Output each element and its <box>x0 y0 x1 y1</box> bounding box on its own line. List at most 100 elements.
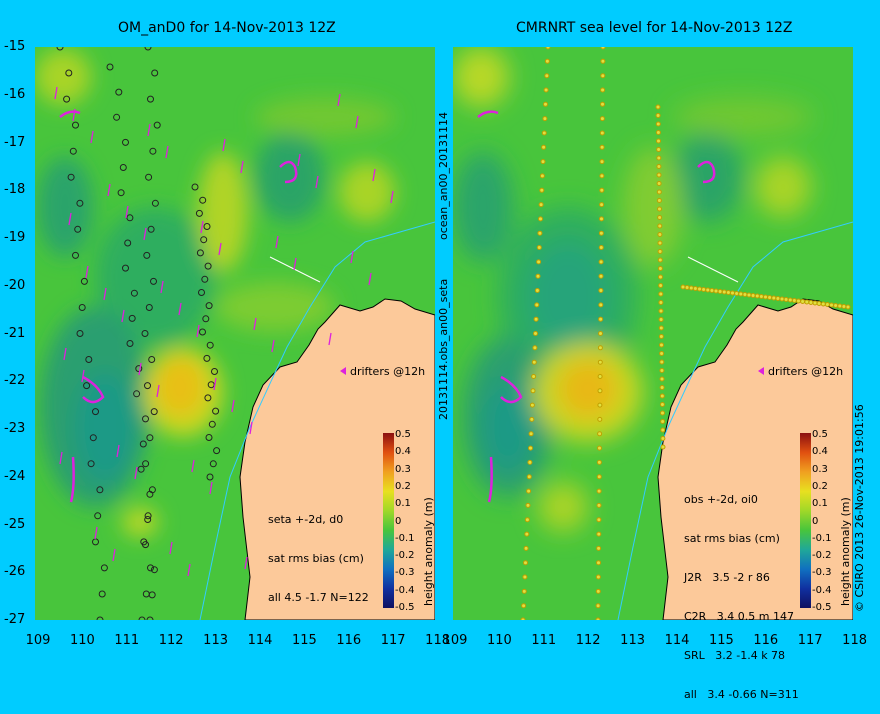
obs-dot <box>598 432 602 436</box>
obs-dot <box>544 102 548 106</box>
obs-dot <box>529 446 533 450</box>
colorbar-tick: -0.1 <box>395 533 415 544</box>
obs-dot <box>658 258 662 262</box>
obs-dot <box>535 289 539 293</box>
obs-dot <box>598 346 602 350</box>
obs-dot <box>596 589 600 593</box>
obs-dot <box>601 74 605 78</box>
obs-dot <box>659 318 663 322</box>
obs-dot <box>598 375 602 379</box>
obs-dot <box>660 394 664 398</box>
obs-dot <box>659 275 663 279</box>
obs-dot <box>539 203 543 207</box>
obs-dot <box>541 160 545 164</box>
colorbar-tick: -0.4 <box>395 585 415 596</box>
obs-dot <box>714 289 718 293</box>
obs-dot <box>813 301 817 305</box>
obs-dot <box>523 575 527 579</box>
obs-dot <box>658 267 662 271</box>
obs-dot <box>543 117 547 121</box>
obs-dot <box>600 188 604 192</box>
obs-dot <box>834 304 838 308</box>
obs-dot <box>532 375 536 379</box>
right-stats-line: SRL 3.2 -1.4 k 78 <box>684 649 799 662</box>
colorbar-tick: 0.5 <box>812 429 828 440</box>
obs-dot <box>846 305 850 309</box>
obs-dot <box>598 446 602 450</box>
obs-dot <box>772 296 776 300</box>
obs-dot <box>660 369 664 373</box>
obs-dot <box>524 546 528 550</box>
obs-dot <box>596 618 600 620</box>
obs-dot <box>540 188 544 192</box>
obs-dot <box>600 131 604 135</box>
x-tick-label: 109 <box>440 633 470 648</box>
obs-dot <box>540 174 544 178</box>
obs-dot <box>599 317 603 321</box>
obs-dot <box>718 290 722 294</box>
right-stats-line: obs +-2d, oi0 <box>684 493 799 506</box>
colorbar-tick: -0.2 <box>395 550 415 561</box>
obs-dot <box>537 246 541 250</box>
colorbar-tick: -0.3 <box>395 567 415 578</box>
left-stats-line: sat rms bias (cm) <box>268 552 369 565</box>
left-stats-box: seta +-2d, d0 sat rms bias (cm) all 4.5 … <box>268 487 369 617</box>
obs-dot <box>597 532 601 536</box>
obs-dot <box>659 284 663 288</box>
obs-dot <box>599 274 603 278</box>
right-colorbar <box>800 433 811 608</box>
obs-dot <box>530 417 534 421</box>
obs-dot <box>658 207 662 211</box>
obs-dot <box>596 604 600 608</box>
obs-dot <box>545 59 549 63</box>
left-map-panel <box>35 47 435 620</box>
obs-dot <box>601 88 605 92</box>
obs-dot <box>539 217 543 221</box>
obs-dot <box>768 296 772 300</box>
obs-dot <box>784 298 788 302</box>
obs-dot <box>658 216 662 220</box>
obs-dot <box>689 286 693 290</box>
obs-dot <box>529 432 533 436</box>
colorbar-tick: 0.4 <box>812 446 828 457</box>
obs-dot <box>660 403 664 407</box>
x-tick-label: 112 <box>156 633 186 648</box>
y-tick-label: -26 <box>4 564 25 579</box>
obs-dot <box>726 291 730 295</box>
y-tick-label: -21 <box>4 326 25 341</box>
obs-dot <box>698 287 702 291</box>
obs-dot <box>660 386 664 390</box>
obs-dot <box>739 292 743 296</box>
obs-dot <box>542 131 546 135</box>
x-tick-label: 111 <box>529 633 559 648</box>
obs-dot <box>801 300 805 304</box>
obs-dot <box>659 292 663 296</box>
obs-dot <box>532 360 536 364</box>
obs-dot <box>597 475 601 479</box>
obs-dot <box>830 303 834 307</box>
obs-dot <box>656 122 660 126</box>
y-tick-label: -23 <box>4 421 25 436</box>
obs-dot <box>600 145 604 149</box>
obs-dot <box>598 360 602 364</box>
obs-dot <box>797 299 801 303</box>
left-stats-line: all 4.5 -1.7 N=122 <box>268 591 369 604</box>
x-tick-label: 118 <box>840 633 870 648</box>
obs-dot <box>659 301 663 305</box>
obs-dot <box>521 618 525 620</box>
obs-dot <box>656 105 660 109</box>
obs-dot <box>722 290 726 294</box>
x-tick-label: 113 <box>618 633 648 648</box>
y-tick-label: -16 <box>4 87 25 102</box>
obs-dot <box>601 102 605 106</box>
obs-dot <box>776 297 780 301</box>
obs-dot <box>661 437 665 441</box>
left-map-title: OM_anD0 for 14-Nov-2013 12Z <box>118 20 336 36</box>
y-tick-label: -17 <box>4 135 25 150</box>
obs-dot <box>599 332 603 336</box>
left-colorbar-label: height anomaly (m) <box>422 497 435 606</box>
colorbar-tick: -0.5 <box>395 602 415 613</box>
obs-dot <box>656 131 660 135</box>
obs-dot <box>780 297 784 301</box>
obs-dot <box>524 561 528 565</box>
